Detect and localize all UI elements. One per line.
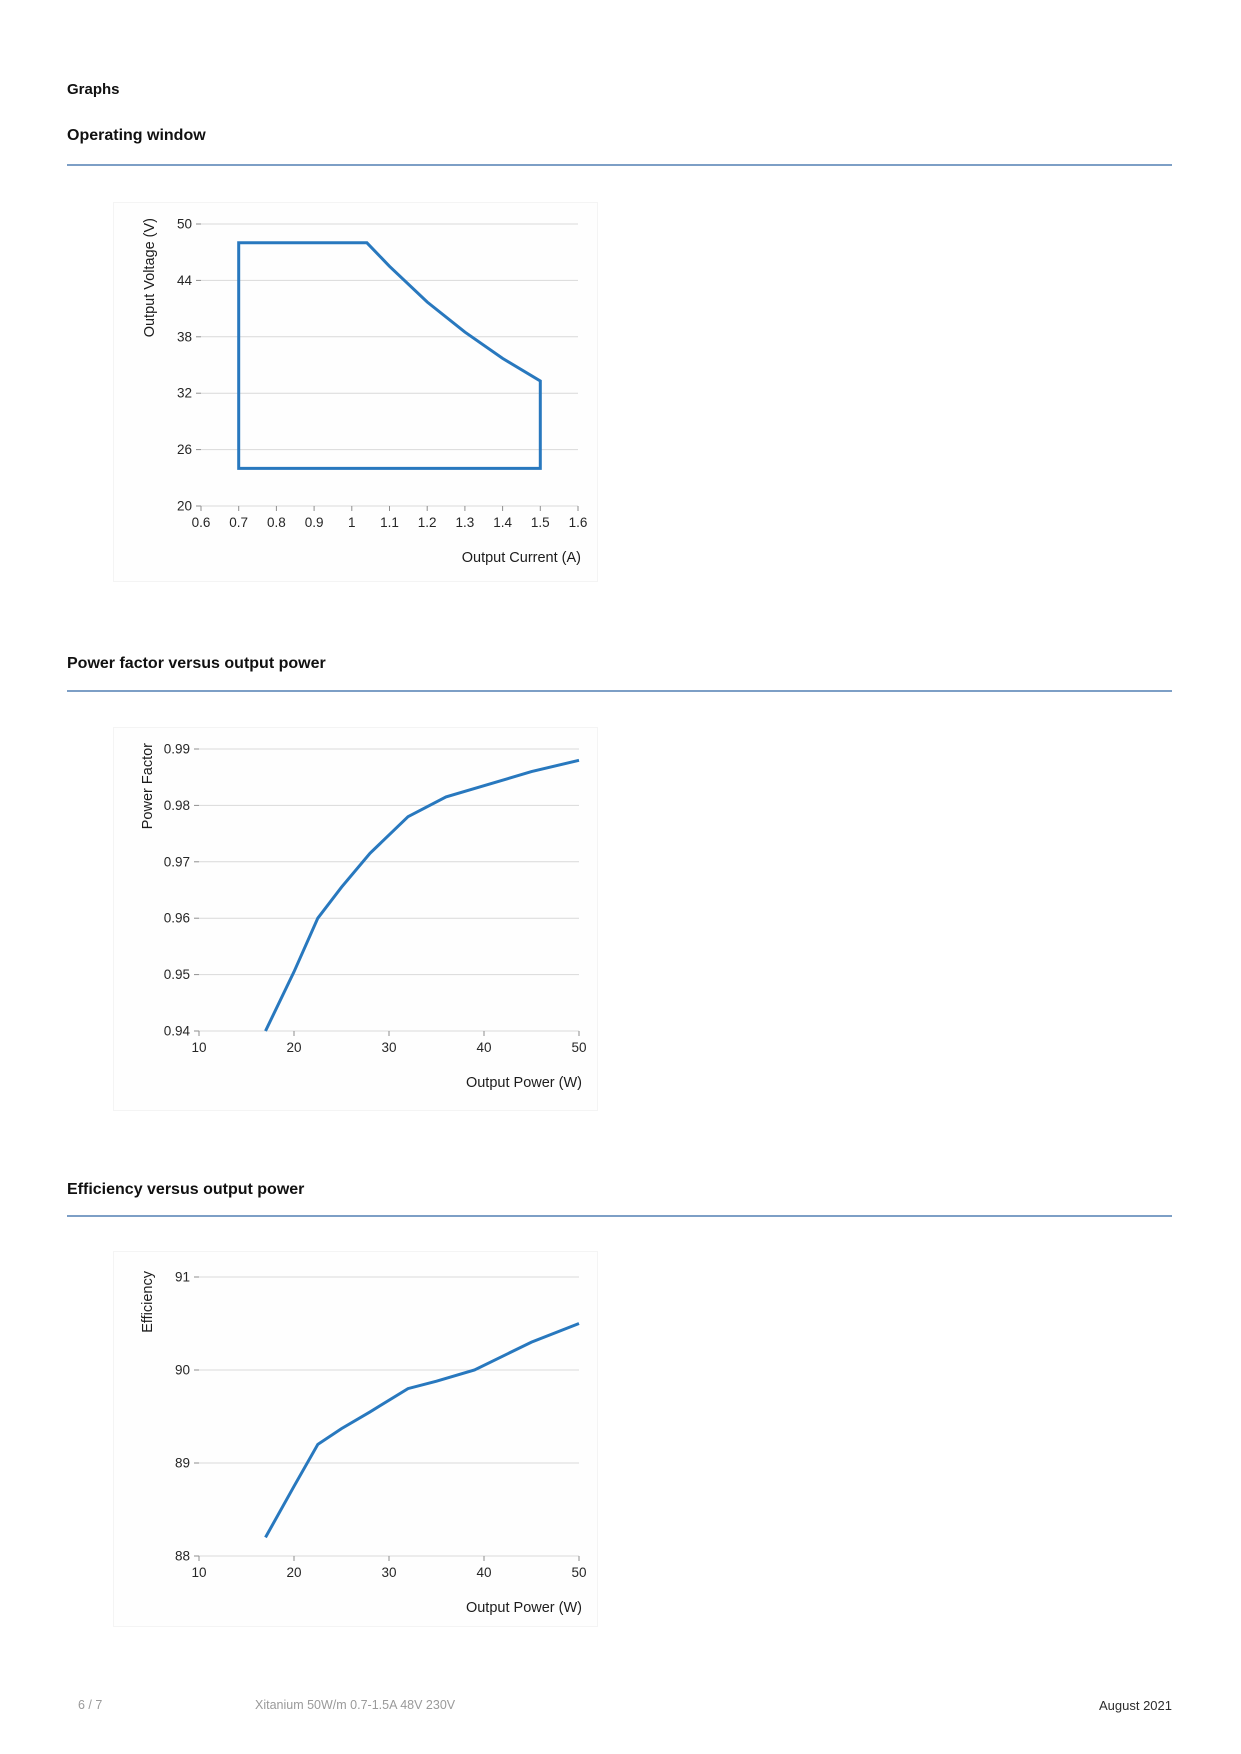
y-tick-label: 32 <box>177 386 192 401</box>
x-tick-label: 0.7 <box>229 515 248 530</box>
x-tick-label: 1.5 <box>531 515 550 530</box>
section-divider <box>67 690 1172 692</box>
y-axis-title: Efficiency <box>140 1270 156 1333</box>
operating-window-boundary <box>237 241 542 470</box>
power-factor-curve <box>264 758 580 1032</box>
x-tick-label: 30 <box>381 1565 396 1580</box>
y-tick-label: 89 <box>175 1456 190 1471</box>
power-factor-chart: 0.94 0.95 0.96 0.97 0.98 0.99 10 20 30 40 50 Output… <box>113 727 598 1111</box>
x-tick-label: 0.8 <box>267 515 286 530</box>
x-tick-label: 0.6 <box>192 515 211 530</box>
x-tick-label: 1.6 <box>569 515 588 530</box>
y-tick-label: 88 <box>175 1549 190 1564</box>
x-tick-label: 20 <box>286 1565 301 1580</box>
footer-page-number: 6 / 7 <box>78 1698 103 1712</box>
y-tick-label: 0.97 <box>164 854 190 869</box>
footer-date: August 2021 <box>1098 1698 1172 1713</box>
operating-window-chart: 20 26 32 38 44 50 0.6 0.7 0.8 0.9 1 1.1 1.2 1.3 1.4 1.5… <box>113 202 598 582</box>
section-heading-power-factor: Power factor versus output power <box>67 655 326 672</box>
section-heading-efficiency: Efficiency versus output power <box>67 1181 305 1198</box>
section-divider <box>67 1215 1172 1217</box>
x-tick-label: 50 <box>571 1565 586 1580</box>
operating-window-plot: 20 26 32 38 44 50 0.6 0.7 0.8 0.9 1 1.1 1.2 1.3 1.4 1.5… <box>142 217 588 567</box>
y-tick-label: 0.99 <box>164 742 190 757</box>
power-factor-plot: 0.94 0.95 0.96 0.97 0.98 0.99 10 20 30 40 50 Output… <box>140 742 587 1092</box>
y-tick-label: 91 <box>175 1270 190 1285</box>
page-title: Graphs <box>67 81 120 98</box>
y-tick-label: 0.96 <box>164 911 190 926</box>
y-tick-label: 90 <box>175 1363 190 1378</box>
x-tick-label: 50 <box>571 1040 586 1055</box>
y-tick-label: 0.94 <box>164 1024 191 1039</box>
x-tick-label: 40 <box>476 1040 491 1055</box>
y-tick-label: 20 <box>177 499 192 514</box>
x-axis-title: Output Current (A) <box>462 550 581 566</box>
y-tick-label: 0.98 <box>164 798 190 813</box>
x-axis-title: Output Power (W) <box>466 1075 582 1091</box>
x-tick-label: 1.2 <box>418 515 437 530</box>
x-tick-label: 1.1 <box>380 515 399 530</box>
x-tick-label: 40 <box>476 1565 491 1580</box>
y-tick-label: 44 <box>177 273 193 288</box>
section-heading-operating-window: Operating window <box>67 127 206 144</box>
y-tick-label: 50 <box>177 217 192 232</box>
x-tick-label: 1.3 <box>456 515 475 530</box>
x-tick-label: 1 <box>348 515 356 530</box>
x-tick-label: 10 <box>191 1040 206 1055</box>
efficiency-chart: 88 89 90 91 10 20 30 40 50 Output Power (W) Effici… <box>113 1251 598 1627</box>
y-tick-label: 38 <box>177 329 192 344</box>
y-axis-title: Output Voltage (V) <box>142 218 158 337</box>
efficiency-plot: 88 89 90 91 10 20 30 40 50 Output Power (W) Effici… <box>140 1270 587 1617</box>
efficiency-curve <box>264 1322 580 1539</box>
x-tick-label: 20 <box>286 1040 301 1055</box>
y-axis-title: Power Factor <box>140 743 156 829</box>
x-tick-label: 0.9 <box>305 515 324 530</box>
x-tick-label: 30 <box>381 1040 396 1055</box>
x-axis-title: Output Power (W) <box>466 1600 582 1616</box>
x-tick-label: 1.4 <box>493 515 512 530</box>
section-divider <box>67 164 1172 166</box>
x-tick-label: 10 <box>191 1565 206 1580</box>
y-tick-label: 26 <box>177 442 192 457</box>
footer-product-name: Xitanium 50W/m 0.7-1.5A 48V 230V <box>255 1698 456 1712</box>
y-tick-label: 0.95 <box>164 967 190 982</box>
